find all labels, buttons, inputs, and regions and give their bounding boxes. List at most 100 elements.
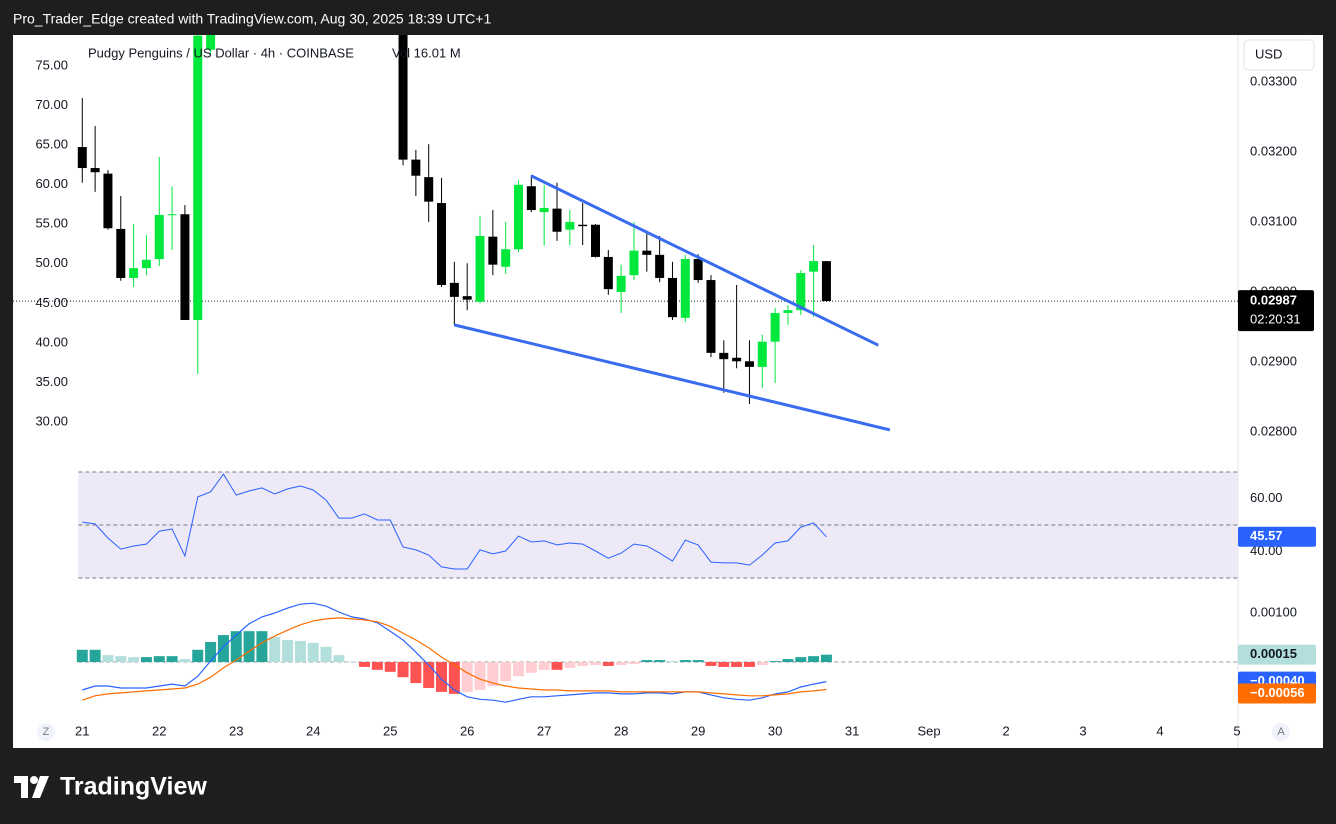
macd-histogram-bar [692,660,704,663]
candle-body [719,352,729,360]
candle-body [744,361,754,367]
macd-histogram-bar [538,662,550,670]
rsi-band [78,471,1239,579]
x-tick-label: 27 [537,723,551,738]
macd-histogram-bar [705,662,717,666]
price-badge-bg [1238,290,1314,332]
candle-body [501,249,511,267]
candle-body [488,236,498,265]
candle-body [706,280,716,353]
currency-label: USD [1255,46,1282,61]
macd-histogram-bar [589,662,601,665]
macd-histogram-bar [602,662,614,666]
macd-histogram-bar [243,631,255,663]
auto-button-label: A [1277,726,1285,738]
candle-body [732,357,742,362]
macd-histogram-bar [320,646,332,663]
rsi-badge: 45.57 [1250,528,1283,543]
macd-histogram-bar [153,656,165,663]
x-tick-label: Sep [918,723,941,738]
macd-line [82,602,827,703]
macd-histogram-bar [474,662,486,690]
macd-histogram-bar [217,635,229,663]
macd-histogram-bar [808,656,820,663]
macd-histogram-bar [410,662,422,684]
macd-histogram-bar [500,662,512,682]
x-tick-label: 23 [229,723,243,738]
candle-body [90,168,100,173]
left-tick-label: 75.00 [35,57,68,72]
candle-body [757,341,767,367]
macd-histogram-bar [192,649,204,663]
macd-histogram-bar [564,662,576,668]
trendline [453,323,891,432]
macd-histogram-bar [461,662,473,692]
macd-histogram-bar [666,661,678,663]
macd-histogram-bar [551,662,563,670]
candle-body [796,273,806,311]
candle-body [462,296,472,300]
logo-text: TradingView [60,773,207,801]
candle-body [821,261,831,302]
x-tick-label: 31 [845,723,859,738]
candle-body [77,147,87,169]
candle-body [206,35,216,50]
macd-histogram-bar [641,660,653,663]
price-tick-label: 0.03300 [1250,73,1297,88]
zoom-button[interactable] [37,723,55,741]
macd-histogram-bar [628,662,640,664]
macd-histogram-bar [577,662,589,666]
candle-body [116,228,126,278]
macd-histogram-bar [128,657,140,663]
macd-histogram-bar [359,662,371,667]
macd-histogram-bar [179,659,191,663]
macd-line [82,617,827,701]
macd-histogram-bar [230,631,242,663]
macd-histogram-bar [718,662,730,667]
macd-histogram-bar [769,661,781,663]
candle-body [616,275,626,292]
candle-body [154,214,164,260]
price-pane [13,35,1238,404]
price-badge-label: 0.02987 [1250,293,1297,308]
candle-body [141,259,151,269]
left-tick-label: 50.00 [35,255,68,270]
macd-histogram-bar [89,649,101,663]
price-tick-label: 0.02900 [1250,353,1297,368]
macd-histogram-bar [205,641,217,663]
candle-body [603,256,613,290]
auto-button[interactable] [1272,723,1290,741]
zoom-button-label: Z [43,726,50,738]
left-tick-label: 70.00 [35,97,68,112]
macd-histogram-bar [76,649,88,663]
macd-histogram-bar [743,662,755,667]
volume-label: Vol 16.01 M [392,45,461,60]
candle-body [667,277,677,318]
macd-badge-bg [1238,683,1316,704]
macd-histogram-bar [731,662,743,667]
candle-body [103,173,113,229]
left-tick-label: 65.00 [35,137,68,152]
macd-histogram-bar [371,662,383,670]
price-tick-label: 0.02800 [1250,423,1297,438]
x-tick-label: 24 [306,723,320,738]
candle-body [180,214,190,320]
indicator-layer: 21 22 23 24 25 26 27 28 29 30 31 Sep 2 3 4 50.028000.02… [35,45,1316,738]
rsi-tick-label: 60.00 [1250,490,1283,505]
logo-icon [14,776,49,798]
macd-histogram-bar [525,662,537,673]
candle-body [770,312,780,342]
candle-body [437,203,447,285]
macd-histogram-bar [256,631,268,663]
candle-body [449,282,459,297]
trendline [530,174,879,347]
x-tick-label: 30 [768,723,782,738]
price-tick-label: 0.03100 [1250,213,1297,228]
macd-badge: −0.00056 [1250,685,1305,700]
candle-body [565,221,575,230]
candle-body [693,259,703,281]
macd-histogram-bar [333,655,345,663]
price-tick-label: 0.03200 [1250,143,1297,158]
currency-button[interactable] [1243,39,1315,71]
